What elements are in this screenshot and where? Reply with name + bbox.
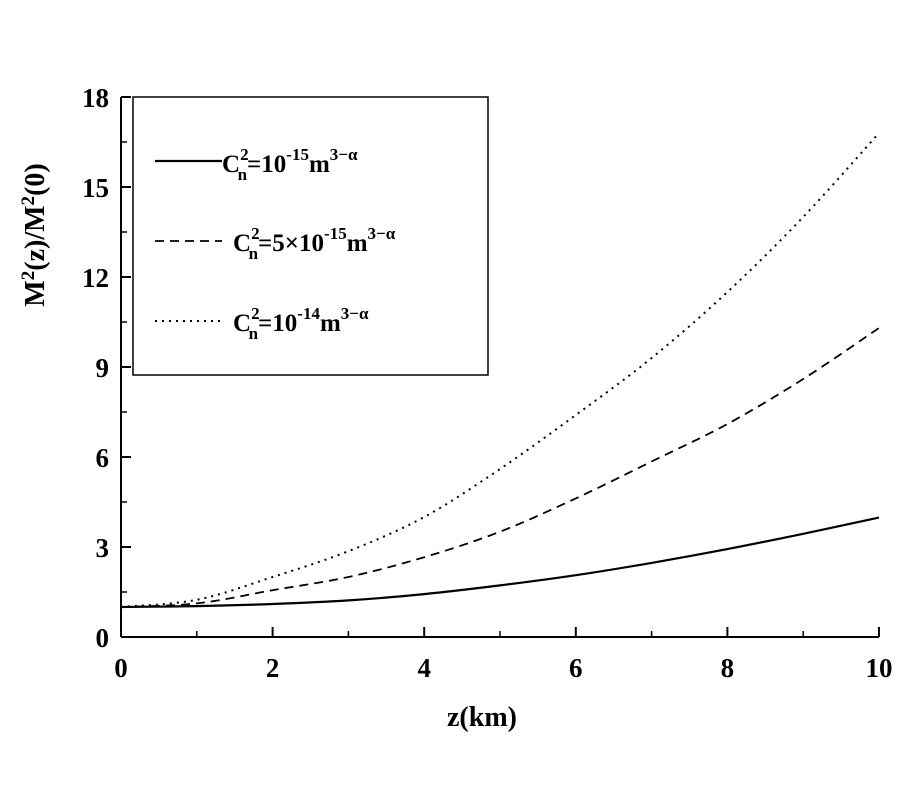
y-axis-title-part: (0) [20, 163, 51, 196]
x-tick-label: 0 [114, 653, 128, 683]
legend-part: C [233, 310, 251, 337]
legend-sub: n [238, 165, 248, 184]
series-lines [120, 132, 880, 609]
y-axis-title-sup: 2 [18, 196, 39, 206]
legend-box [132, 96, 489, 376]
legend-part: m [347, 230, 368, 257]
y-axis-title: M2(z)/M2(0) [18, 163, 51, 306]
legend-entry-1: C2 n=10-15m3−α [222, 145, 358, 184]
legend-sup: -14 [297, 304, 320, 323]
y-axis-title-part: (z)/M [20, 205, 51, 270]
y-tick-label: 3 [96, 533, 110, 563]
legend: C2 n=10-15m3−α C2 n=5×10-15m3−α C2 n=10-14m… [132, 96, 489, 376]
legend-sub: n [249, 244, 259, 263]
plot-area: 0 2 4 6 8 10 0 3 6 9 12 15 18 [82, 83, 893, 683]
legend-part: =10 [247, 151, 286, 178]
legend-sub: n [249, 324, 259, 343]
x-tick-label: 8 [721, 653, 735, 683]
legend-sup: 3−α [341, 304, 369, 323]
y-ticks: 0 3 6 9 12 15 18 [82, 83, 131, 653]
series-line-dashed [120, 327, 880, 608]
x-axis-title: z(km) [447, 702, 517, 733]
x-ticks: 0 2 4 6 8 10 [114, 627, 893, 683]
legend-part: =5×10 [258, 230, 324, 257]
y-tick-label: 18 [82, 83, 109, 113]
legend-part: =10 [258, 310, 297, 337]
legend-sup: -15 [324, 224, 347, 243]
y-tick-label: 15 [82, 173, 109, 203]
legend-entry-3: C2 n=10-14m3−α [233, 304, 369, 343]
legend-part: C [222, 151, 240, 178]
x-tick-label: 10 [866, 653, 893, 683]
legend-sup: 2 [251, 224, 260, 243]
legend-sup: 3−α [330, 145, 358, 164]
legend-entry-2: C2 n=5×10-15m3−α [233, 224, 396, 263]
legend-part: m [309, 151, 330, 178]
legend-sup: 2 [240, 145, 249, 164]
y-axis-title-part: M [20, 280, 51, 306]
y-tick-label: 12 [82, 263, 109, 293]
y-tick-label: 9 [96, 353, 110, 383]
legend-part: m [320, 310, 341, 337]
y-tick-label: 6 [96, 443, 110, 473]
legend-part: C [233, 230, 251, 257]
x-tick-label: 6 [569, 653, 583, 683]
x-tick-label: 2 [266, 653, 280, 683]
series-line-solid [120, 516, 880, 609]
y-tick-label: 0 [96, 623, 110, 653]
y-axis-title-sup: 2 [18, 271, 39, 281]
x-tick-label: 4 [417, 653, 431, 683]
legend-sup: 3−α [368, 224, 396, 243]
legend-sup: -15 [286, 145, 309, 164]
legend-sup: 2 [251, 304, 260, 323]
